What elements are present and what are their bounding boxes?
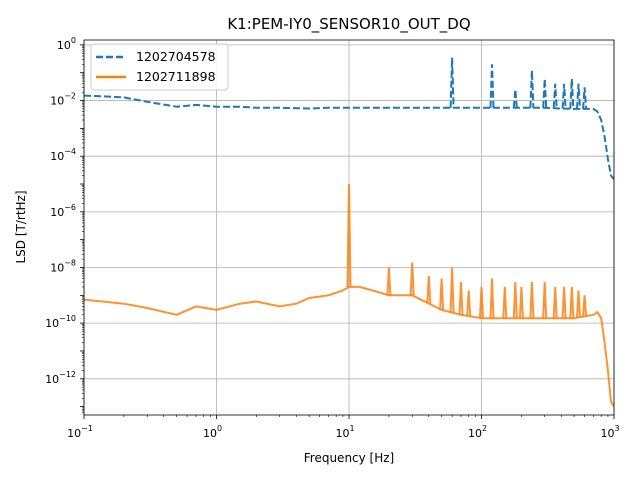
y-tick-label: 10−8: [50, 258, 76, 274]
x-axis-label: Frequency [Hz]: [304, 451, 395, 465]
series-line-1202711898: [84, 285, 614, 408]
legend-box: [90, 43, 229, 91]
y-axis-label: LSD [T/rtHz]: [14, 190, 28, 263]
y-tick-label: 10−6: [50, 203, 76, 219]
series-peak: [439, 278, 445, 310]
plot-area: 10−1 100 101 102 103 10−12 10−10 10−8 10−6 10−4 10…: [45, 36, 619, 440]
series-peak: [512, 89, 518, 108]
x-tick-label: 102: [468, 424, 487, 440]
y-tick-label: 10−10: [45, 314, 76, 330]
series-peak: [576, 290, 581, 318]
series-peak: [426, 275, 432, 304]
series-peak: [449, 57, 455, 108]
legend-label: 1202711898: [136, 69, 216, 84]
series-peak: [458, 281, 464, 315]
series-peak: [529, 70, 535, 108]
series-group: [84, 57, 614, 408]
series-peak: [561, 286, 567, 319]
series-peak: [489, 64, 495, 108]
series-peak: [386, 267, 392, 296]
axes-frame: [83, 39, 615, 416]
legend-label: 1202704578: [136, 49, 216, 64]
series-peak: [552, 286, 558, 319]
legend: 1202704578 1202711898: [90, 43, 229, 91]
y-tick-label: 10−12: [45, 370, 76, 386]
series-peak: [569, 286, 575, 319]
x-tick-label: 100: [203, 424, 222, 440]
y-tick-label: 10−2: [50, 92, 76, 108]
x-tick-label: 103: [600, 424, 619, 440]
series-peak: [518, 286, 524, 319]
series-line-1202704578: [84, 94, 614, 180]
x-tick-label: 10−1: [67, 424, 93, 440]
series-peak: [489, 278, 495, 319]
chart-title: K1:PEM-IY0_SENSOR10_OUT_DQ: [227, 15, 470, 34]
series-peak: [479, 286, 484, 319]
series-peak: [512, 281, 518, 319]
series-peak: [582, 295, 588, 317]
series-peak: [529, 281, 535, 319]
series-peak: [576, 83, 581, 109]
y-tick-label: 10−4: [50, 147, 76, 163]
series-peak: [409, 262, 415, 296]
series-peak: [466, 290, 472, 317]
x-tick-label: 101: [335, 424, 354, 440]
series-peak: [542, 281, 548, 319]
y-tick-label: 100: [57, 36, 76, 52]
series-peak: [582, 87, 588, 109]
series-peak: [449, 267, 455, 313]
series-peak: [552, 83, 558, 109]
series-peak: [561, 83, 567, 109]
series-peak: [502, 286, 508, 319]
series-peak: [346, 183, 352, 287]
